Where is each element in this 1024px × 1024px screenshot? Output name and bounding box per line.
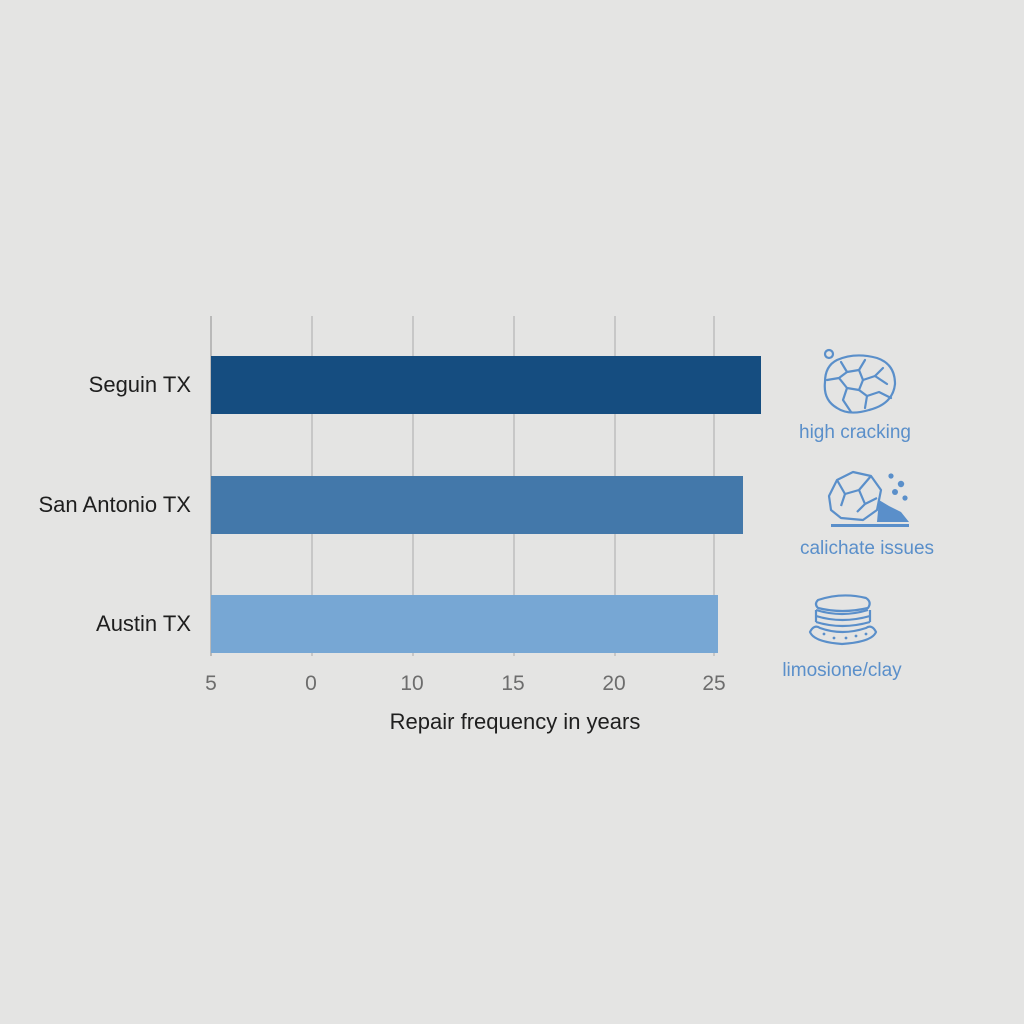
annotation-label: high cracking [799,422,911,443]
annotation-label: calichate issues [799,538,935,559]
x-tick-label: 20 [602,672,626,695]
category-label-seguin: Seguin TX [88,372,191,397]
category-label-austin: Austin TX [96,611,191,636]
layered-limestone-icon [808,594,878,646]
annotation-austin: limosione/clay [762,588,922,682]
category-label-san-antonio: San Antonio TX [38,492,192,517]
bar-san-antonio [211,476,743,534]
x-tick-label: 5 [205,672,217,695]
x-tick-label: 10 [400,672,424,695]
annotation-san-antonio: calichate issues [787,466,947,560]
cracked-soil-icon [823,348,897,414]
bar-seguin [211,356,761,414]
x-axis-title: Repair frequency in years [389,709,641,734]
annotation-label: limosione/clay [782,660,902,681]
caliche-rock-icon [827,470,909,527]
bar-austin [211,595,718,653]
x-tick-label: 25 [702,672,726,695]
x-tick-label: 0 [305,672,317,695]
x-tick-label: 15 [501,672,525,695]
annotation-seguin: high cracking [775,346,935,444]
